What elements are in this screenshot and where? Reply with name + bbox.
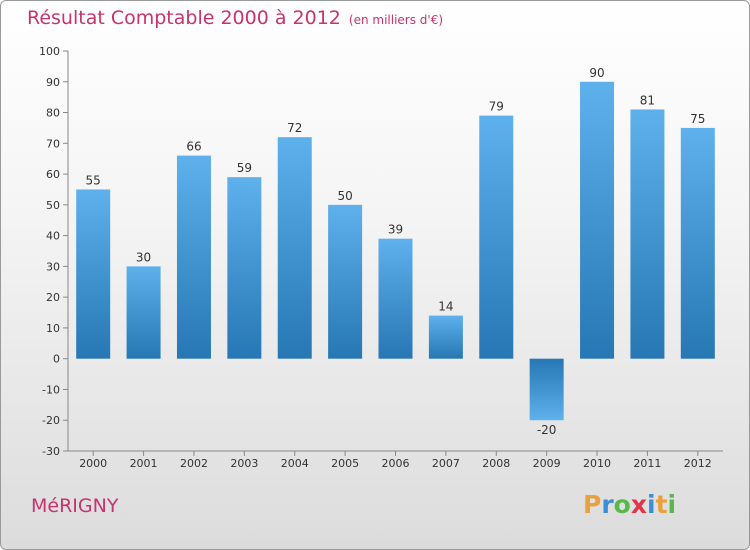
bar[interactable] <box>328 204 363 359</box>
bar[interactable] <box>479 115 514 359</box>
logo-letter: x <box>630 490 647 519</box>
bar[interactable] <box>126 266 161 359</box>
x-tick-label: 2003 <box>230 457 258 470</box>
data-label: 39 <box>388 223 403 237</box>
bar[interactable] <box>580 81 615 359</box>
y-tick-label: 80 <box>46 107 60 120</box>
logo-letter: o <box>613 490 631 519</box>
x-tick-label: 2006 <box>382 457 410 470</box>
x-tick-label: 2010 <box>583 457 611 470</box>
x-tick-label: 2004 <box>281 457 309 470</box>
x-axis: 2000 2001 2002 2003 2004 2005 2006 2007 2008 2009… <box>68 450 723 470</box>
bar[interactable] <box>378 238 413 359</box>
y-tick-label: 50 <box>46 199 60 212</box>
x-tick-label: 2009 <box>533 457 561 470</box>
x-tick-label: 2002 <box>180 457 208 470</box>
x-tick-label: 2005 <box>331 457 359 470</box>
data-label: 50 <box>337 189 352 203</box>
y-tick-label: 10 <box>46 322 60 335</box>
y-tick-label: -10 <box>42 383 60 396</box>
data-label: 90 <box>589 66 604 80</box>
bar[interactable] <box>630 109 665 359</box>
y-tick-label: 60 <box>46 168 60 181</box>
bar[interactable] <box>176 155 211 359</box>
bars <box>76 81 715 421</box>
data-label: 59 <box>237 161 252 175</box>
y-tick-label: 20 <box>46 291 60 304</box>
x-tick-label: 2007 <box>432 457 460 470</box>
data-labels: 55 30 66 59 72 50 39 14 79 -20 90 81 75 <box>86 66 706 437</box>
data-label: 30 <box>136 250 151 264</box>
chart-subtitle: (en milliers d'€) <box>348 13 444 27</box>
y-tick-label: 100 <box>39 45 60 58</box>
logo-letter: r <box>601 490 614 519</box>
logo-letter: i <box>667 490 677 519</box>
chart-title: Résultat Comptable 2000 à 2012 (en millie… <box>27 7 443 29</box>
bar[interactable] <box>680 127 715 359</box>
data-label: 14 <box>438 300 453 314</box>
bar[interactable] <box>277 137 312 359</box>
x-tick-label: 2012 <box>684 457 712 470</box>
data-label: 55 <box>86 173 101 187</box>
bar[interactable] <box>227 177 262 359</box>
data-label: -20 <box>537 423 557 437</box>
data-label: 81 <box>640 93 655 107</box>
y-tick-label: 70 <box>46 137 60 150</box>
x-tick-label: 2011 <box>633 457 661 470</box>
bar[interactable] <box>428 315 463 359</box>
place-name: MéRIGNY <box>31 495 119 517</box>
chart-title-text: Résultat Comptable 2000 à 2012 <box>27 7 341 29</box>
x-tick-label: 2001 <box>130 457 158 470</box>
y-tick-label: 30 <box>46 260 60 273</box>
data-label: 79 <box>489 100 504 114</box>
y-tick-label: -20 <box>42 414 60 427</box>
logo-letter: P <box>583 490 602 519</box>
data-label: 66 <box>186 140 201 154</box>
data-label: 75 <box>690 112 705 126</box>
proxiti-logo[interactable]: Proxiti <box>583 490 676 519</box>
x-tick-label: 2008 <box>482 457 510 470</box>
bar[interactable] <box>76 189 111 359</box>
data-label: 72 <box>287 121 302 135</box>
y-tick-label: 90 <box>46 76 60 89</box>
logo-letter: t <box>655 490 668 519</box>
y-tick-label: 40 <box>46 230 60 243</box>
bar[interactable] <box>529 358 564 421</box>
logo-letter: i <box>647 490 656 519</box>
y-tick-label: 0 <box>53 353 60 366</box>
x-tick-label: 2000 <box>79 457 107 470</box>
y-tick-label: -30 <box>42 445 60 458</box>
